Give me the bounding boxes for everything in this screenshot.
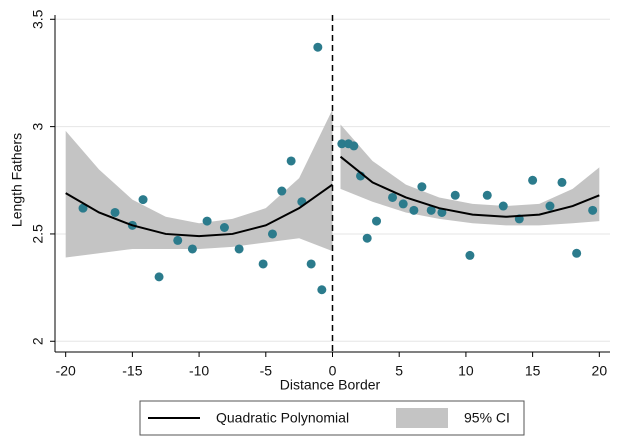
x-tick-label: 5 [395, 363, 403, 379]
data-point [426, 205, 436, 215]
y-tick-label: 3.5 [30, 9, 46, 29]
legend-label: 95% CI [464, 410, 510, 426]
x-tick-label: 0 [329, 363, 337, 379]
data-point [219, 223, 229, 233]
data-point [267, 229, 277, 239]
data-point [173, 235, 183, 245]
data-point [110, 207, 120, 217]
x-tick-label: 10 [458, 363, 474, 379]
legend-ci-swatch [396, 408, 448, 428]
x-tick-label: -5 [260, 363, 273, 379]
data-point [78, 203, 88, 213]
y-tick-label: 2 [30, 337, 46, 345]
data-point [498, 201, 508, 211]
x-tick-label: 20 [592, 363, 608, 379]
data-point [450, 190, 460, 200]
x-tick-label: -10 [189, 363, 209, 379]
data-point [437, 207, 447, 217]
y-tick-label: 3 [30, 123, 46, 131]
data-point [528, 175, 538, 185]
ci-band [340, 124, 600, 226]
x-tick-label: 15 [525, 363, 541, 379]
data-point [572, 248, 582, 258]
fit-line [339, 155, 600, 218]
data-point [154, 272, 164, 282]
x-tick-label: -20 [56, 363, 76, 379]
data-point [138, 195, 148, 205]
data-point [306, 259, 316, 269]
y-axis-label: Length Fathers [9, 133, 25, 227]
data-point [409, 205, 419, 215]
data-point [317, 285, 327, 295]
data-point [588, 205, 598, 215]
data-point [337, 139, 347, 149]
data-point [388, 192, 398, 202]
legend-label: Quadratic Polynomial [216, 410, 349, 426]
data-point [286, 156, 296, 166]
data-point [362, 233, 372, 243]
data-point [202, 216, 212, 226]
data-point [187, 244, 197, 254]
data-point [465, 250, 475, 260]
data-point [277, 186, 287, 196]
x-tick-label: -15 [122, 363, 142, 379]
y-tick-label: 2.5 [30, 224, 46, 244]
fit-line [65, 183, 334, 238]
data-point [417, 182, 427, 192]
data-point [557, 177, 567, 187]
data-point [398, 199, 408, 209]
data-point [234, 244, 244, 254]
x-axis-label: Distance Border [280, 377, 381, 393]
legend-box [139, 400, 525, 436]
data-point [482, 190, 492, 200]
data-point [545, 201, 555, 211]
data-point [258, 259, 268, 269]
data-point [313, 42, 323, 52]
data-point [349, 141, 359, 151]
ci-band [65, 109, 333, 258]
data-point [372, 216, 382, 226]
